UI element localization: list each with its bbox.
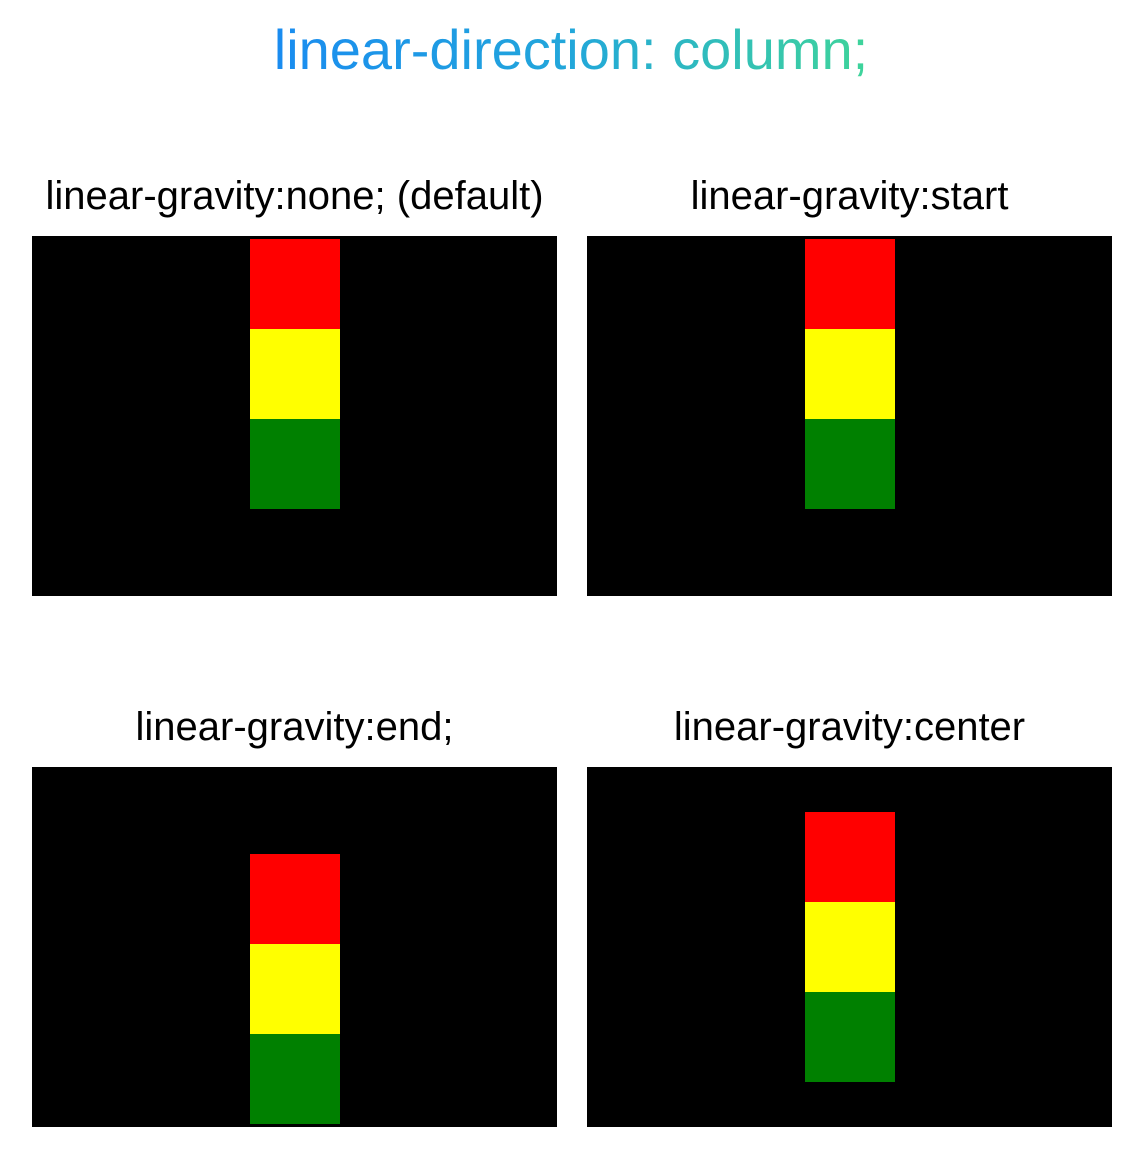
- panel-label: linear-gravity:none; (default): [45, 174, 544, 218]
- red-block: [805, 812, 895, 902]
- red-block: [250, 239, 340, 329]
- red-block: [250, 854, 340, 944]
- red-block: [805, 239, 895, 329]
- panel-label: linear-gravity:center: [673, 705, 1026, 749]
- column-container: [587, 236, 1112, 596]
- green-block: [250, 1034, 340, 1124]
- yellow-block: [250, 329, 340, 419]
- yellow-block: [250, 944, 340, 1034]
- green-block: [805, 419, 895, 509]
- panel-label: linear-gravity:start: [690, 174, 1009, 218]
- yellow-block: [805, 902, 895, 992]
- column-container: [32, 767, 557, 1127]
- column-container: [32, 236, 557, 596]
- yellow-block: [805, 329, 895, 419]
- panel-label: linear-gravity:end;: [135, 705, 454, 749]
- column-container: [587, 767, 1112, 1127]
- page-title: linear-direction: column;: [0, 18, 1142, 82]
- page-title-text: linear-direction: column;: [273, 18, 869, 81]
- green-block: [805, 992, 895, 1082]
- green-block: [250, 419, 340, 509]
